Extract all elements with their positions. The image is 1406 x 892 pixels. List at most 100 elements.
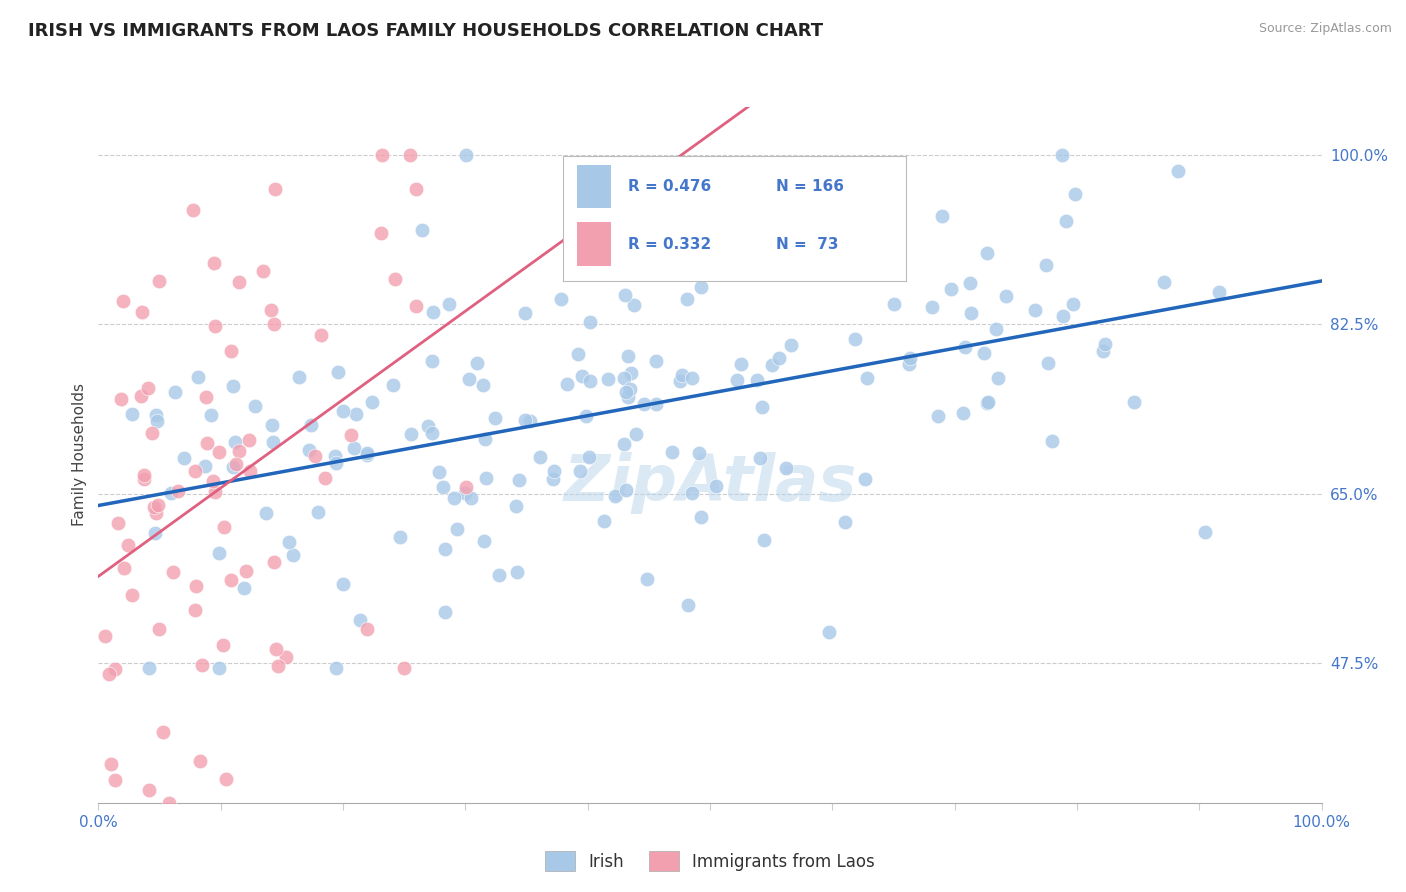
Point: [344, 407, 367, 421]
Point: [340, 427, 363, 442]
Point: [931, 210, 953, 224]
Point: [349, 613, 371, 627]
Text: Source: ZipAtlas.com: Source: ZipAtlas.com: [1258, 22, 1392, 36]
Point: [898, 351, 921, 366]
Point: [252, 264, 274, 278]
Point: [146, 498, 169, 512]
Point: [187, 370, 209, 384]
Point: [578, 315, 600, 329]
Point: [593, 515, 616, 529]
Point: [645, 353, 668, 368]
Point: [238, 433, 260, 447]
Point: [513, 413, 536, 427]
Point: [110, 392, 132, 406]
Point: [505, 500, 527, 514]
Point: [443, 491, 465, 506]
Point: [617, 390, 640, 404]
Point: [325, 660, 347, 674]
Point: [288, 370, 311, 384]
Point: [623, 298, 645, 312]
Point: [681, 371, 703, 385]
Point: [1208, 285, 1230, 299]
Point: [228, 275, 250, 289]
Point: [263, 182, 285, 196]
Point: [159, 485, 181, 500]
Point: [104, 772, 127, 787]
Point: [401, 427, 423, 442]
Point: [399, 148, 422, 162]
Point: [138, 783, 160, 797]
Point: [263, 317, 285, 331]
Point: [356, 448, 378, 462]
Point: [976, 246, 998, 260]
Point: [141, 426, 163, 441]
Point: [465, 356, 488, 370]
Point: [780, 338, 803, 352]
Point: [332, 404, 354, 418]
Point: [704, 479, 727, 493]
Point: [1091, 343, 1114, 358]
Point: [818, 624, 841, 639]
Point: [212, 638, 235, 652]
Point: [200, 408, 222, 422]
Point: [955, 340, 977, 354]
Point: [263, 555, 285, 569]
Point: [371, 148, 394, 162]
Point: [138, 660, 160, 674]
Point: [690, 510, 713, 524]
Point: [204, 485, 226, 500]
Point: [356, 622, 378, 636]
Point: [636, 573, 658, 587]
Point: [844, 332, 866, 346]
Point: [148, 274, 170, 288]
Point: [987, 371, 1010, 385]
Point: [434, 605, 457, 619]
Point: [222, 378, 245, 392]
Point: [976, 396, 998, 410]
Point: [1035, 258, 1057, 272]
Point: [184, 603, 207, 617]
Text: R = 0.476: R = 0.476: [628, 179, 711, 194]
Text: IRISH VS IMMIGRANTS FROM LAOS FAMILY HOUSEHOLDS CORRELATION CHART: IRISH VS IMMIGRANTS FROM LAOS FAMILY HOU…: [28, 22, 824, 40]
Point: [471, 377, 494, 392]
Point: [872, 248, 894, 262]
Point: [277, 534, 299, 549]
Point: [633, 397, 655, 411]
Text: R = 0.332: R = 0.332: [628, 236, 711, 252]
Point: [952, 406, 974, 420]
Point: [298, 442, 321, 457]
Point: [1153, 276, 1175, 290]
Point: [145, 506, 167, 520]
Point: [104, 662, 127, 676]
Point: [688, 446, 710, 460]
Point: [148, 623, 170, 637]
Point: [921, 300, 943, 314]
Point: [571, 368, 593, 383]
Point: [201, 475, 224, 489]
Point: [208, 660, 231, 674]
Point: [342, 442, 364, 456]
Point: [262, 435, 284, 450]
Point: [132, 467, 155, 482]
Point: [676, 293, 699, 307]
Point: [474, 534, 496, 549]
Point: [299, 417, 322, 432]
Point: [260, 417, 283, 432]
Point: [97, 667, 120, 681]
Point: [314, 470, 336, 484]
Point: [254, 506, 277, 520]
Point: [1167, 164, 1189, 178]
Point: [1036, 356, 1059, 370]
Point: [304, 449, 326, 463]
Point: [100, 757, 122, 772]
Point: [454, 479, 477, 493]
Point: [555, 377, 578, 392]
Point: [143, 525, 166, 540]
Point: [883, 297, 905, 311]
Point: [416, 418, 439, 433]
Point: [645, 396, 668, 410]
Point: [121, 407, 143, 421]
Point: [1194, 524, 1216, 539]
Point: [484, 411, 506, 425]
Point: [1062, 296, 1084, 310]
